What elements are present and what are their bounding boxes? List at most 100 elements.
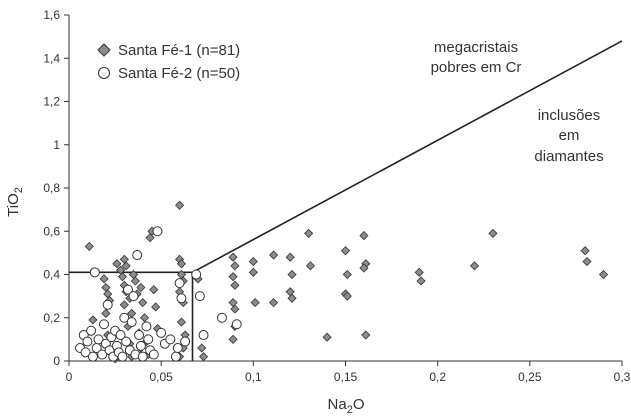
point-santa-fe-1	[103, 289, 113, 299]
point-santa-fe-1	[198, 352, 209, 362]
point-santa-fe-1	[228, 252, 238, 262]
point-santa-fe-2	[172, 343, 183, 354]
point-santa-fe-1	[228, 298, 238, 308]
point-santa-fe-1	[151, 302, 161, 312]
annotation-inclusoes-line2: em	[559, 127, 580, 144]
annotation-megacristais-line2: pobres em Cr	[431, 59, 522, 76]
point-santa-fe-2	[180, 336, 191, 347]
x-tick-label: 0,25	[518, 370, 542, 384]
point-santa-fe-2	[148, 349, 159, 360]
point-santa-fe-1	[250, 298, 260, 308]
point-santa-fe-2	[82, 336, 93, 347]
point-santa-fe-2	[87, 351, 98, 362]
point-santa-fe-1	[287, 293, 297, 303]
point-santa-fe-1	[145, 233, 155, 243]
point-santa-fe-1	[269, 298, 279, 308]
point-santa-fe-2	[132, 250, 143, 261]
point-santa-fe-2	[216, 312, 227, 323]
point-santa-fe-2	[176, 293, 187, 304]
point-santa-fe-1	[359, 231, 369, 241]
point-santa-fe-1	[138, 298, 148, 308]
point-santa-fe-2	[143, 334, 154, 345]
x-tick-label: 0,3	[614, 370, 631, 384]
point-santa-fe-1	[416, 276, 426, 286]
legend-label-santa-fe-1: Santa Fé-1 (n=81)	[118, 42, 240, 59]
point-santa-fe-1	[88, 315, 98, 325]
point-santa-fe-1	[342, 269, 352, 280]
y-tick-label: 1,2	[43, 95, 60, 109]
point-santa-fe-1	[121, 261, 131, 271]
point-santa-fe-2	[89, 267, 100, 278]
point-santa-fe-1	[140, 313, 150, 323]
point-santa-fe-2	[174, 278, 185, 289]
point-santa-fe-1	[287, 269, 297, 280]
point-santa-fe-2	[165, 334, 176, 345]
point-santa-fe-2	[191, 269, 202, 280]
point-santa-fe-1	[99, 274, 109, 284]
point-santa-fe-2	[137, 351, 148, 362]
y-axis-title: TiO2	[5, 187, 25, 217]
point-santa-fe-1	[285, 252, 295, 262]
y-tick-label: 1,4	[43, 51, 60, 65]
y-tick-label: 1,6	[43, 8, 60, 22]
point-santa-fe-2	[141, 321, 152, 332]
point-santa-fe-2	[135, 340, 146, 351]
point-santa-fe-2	[93, 334, 104, 345]
y-tick-label: 0,2	[43, 311, 60, 325]
point-santa-fe-1	[414, 267, 424, 277]
y-tick-label: 0,4	[43, 268, 60, 282]
point-santa-fe-2	[170, 351, 181, 362]
x-tick-label: 0,1	[245, 370, 262, 384]
point-santa-fe-1	[469, 261, 480, 271]
point-santa-fe-1	[112, 259, 122, 269]
point-santa-fe-1	[101, 308, 111, 318]
point-santa-fe-2	[198, 330, 209, 341]
point-santa-fe-1	[228, 334, 238, 344]
point-santa-fe-2	[102, 299, 113, 310]
point-santa-fe-1	[176, 317, 187, 327]
point-santa-fe-2	[126, 317, 137, 328]
y-tick-label: 0	[53, 354, 60, 368]
point-santa-fe-2	[97, 349, 108, 360]
x-axis-title: Na2O	[328, 396, 365, 416]
point-santa-fe-1	[228, 272, 238, 282]
point-santa-fe-1	[175, 200, 185, 210]
point-santa-fe-2	[134, 330, 145, 341]
point-santa-fe-1	[128, 269, 139, 280]
point-santa-fe-1	[582, 256, 592, 267]
legend-diamond-marker	[97, 43, 111, 57]
x-tick-label: 0,2	[429, 370, 446, 384]
point-santa-fe-1	[361, 330, 371, 340]
point-santa-fe-2	[121, 336, 132, 347]
point-santa-fe-2	[115, 330, 126, 341]
y-tick-label: 0,6	[43, 224, 60, 238]
point-santa-fe-1	[84, 241, 94, 251]
point-santa-fe-2	[119, 312, 130, 323]
x-tick-label: 0,05	[149, 370, 173, 384]
point-santa-fe-1	[176, 259, 187, 269]
point-santa-fe-1	[149, 285, 159, 295]
y-tick-label: 1	[53, 138, 60, 152]
legend-label-santa-fe-2: Santa Fé-2 (n=50)	[118, 65, 240, 82]
point-santa-fe-1	[248, 256, 258, 267]
point-santa-fe-1	[599, 269, 609, 280]
point-santa-fe-1	[359, 263, 369, 273]
point-santa-fe-1	[230, 280, 240, 290]
annotation-megacristais: megacristais pobres em Cr	[431, 39, 522, 76]
point-santa-fe-1	[130, 276, 140, 286]
point-santa-fe-1	[580, 246, 590, 256]
point-santa-fe-1	[488, 228, 498, 238]
point-santa-fe-1	[304, 228, 314, 238]
point-santa-fe-1	[342, 291, 352, 301]
annotation-megacristais-line1: megacristais	[434, 39, 518, 56]
point-santa-fe-1	[230, 261, 240, 271]
annotation-inclusoes-line1: inclusões	[538, 107, 601, 124]
point-santa-fe-1	[230, 304, 240, 314]
point-santa-fe-1	[101, 282, 111, 293]
point-santa-fe-2	[152, 226, 163, 237]
point-santa-fe-2	[194, 291, 205, 302]
y-tick-label: 0,8	[43, 181, 60, 195]
point-santa-fe-2	[156, 327, 167, 338]
legend-circle-marker	[98, 67, 110, 79]
x-tick-label: 0,15	[334, 370, 358, 384]
